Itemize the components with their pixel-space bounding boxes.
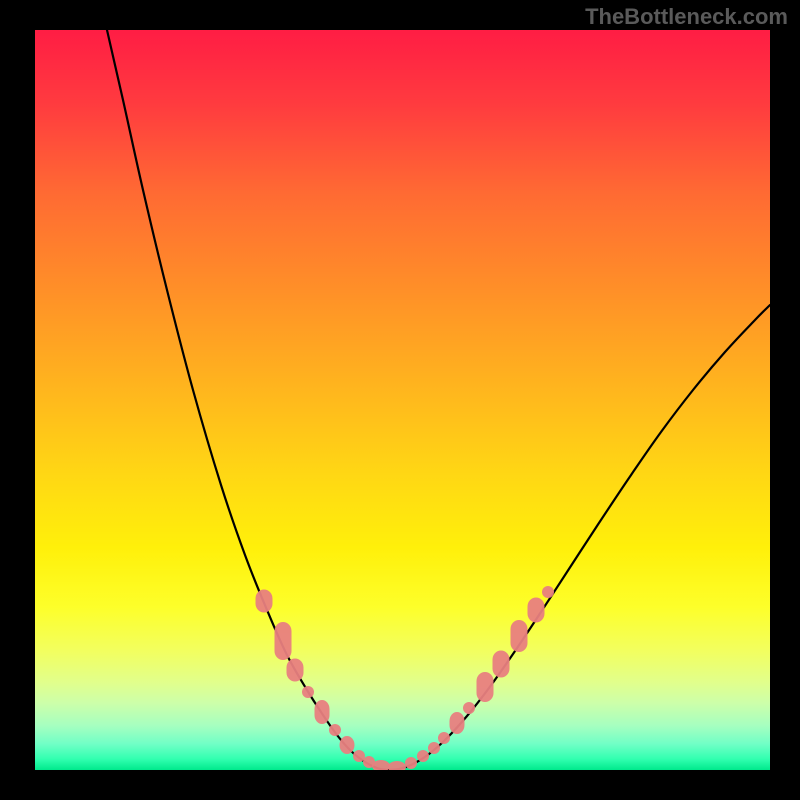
marker <box>463 702 475 714</box>
curve-right-branch <box>387 305 770 770</box>
marker <box>256 590 273 613</box>
marker <box>493 651 510 678</box>
marker <box>340 736 355 754</box>
marker <box>388 761 406 770</box>
plot-area <box>35 30 770 770</box>
marker <box>315 700 330 724</box>
marker <box>287 659 304 682</box>
marker <box>329 724 341 736</box>
curves-layer <box>35 30 770 770</box>
marker <box>450 712 465 734</box>
marker <box>353 750 365 762</box>
watermark-text: TheBottleneck.com <box>585 4 788 30</box>
marker <box>417 750 429 762</box>
marker <box>477 672 494 702</box>
marker <box>275 622 292 660</box>
marker <box>405 757 417 769</box>
marker <box>428 742 440 754</box>
marker <box>542 586 554 598</box>
marker <box>528 598 545 623</box>
curve-left-branch <box>107 30 387 770</box>
chart-container: TheBottleneck.com <box>0 0 800 800</box>
marker <box>438 732 450 744</box>
marker <box>302 686 314 698</box>
marker <box>511 620 528 652</box>
markers-group <box>256 586 555 770</box>
